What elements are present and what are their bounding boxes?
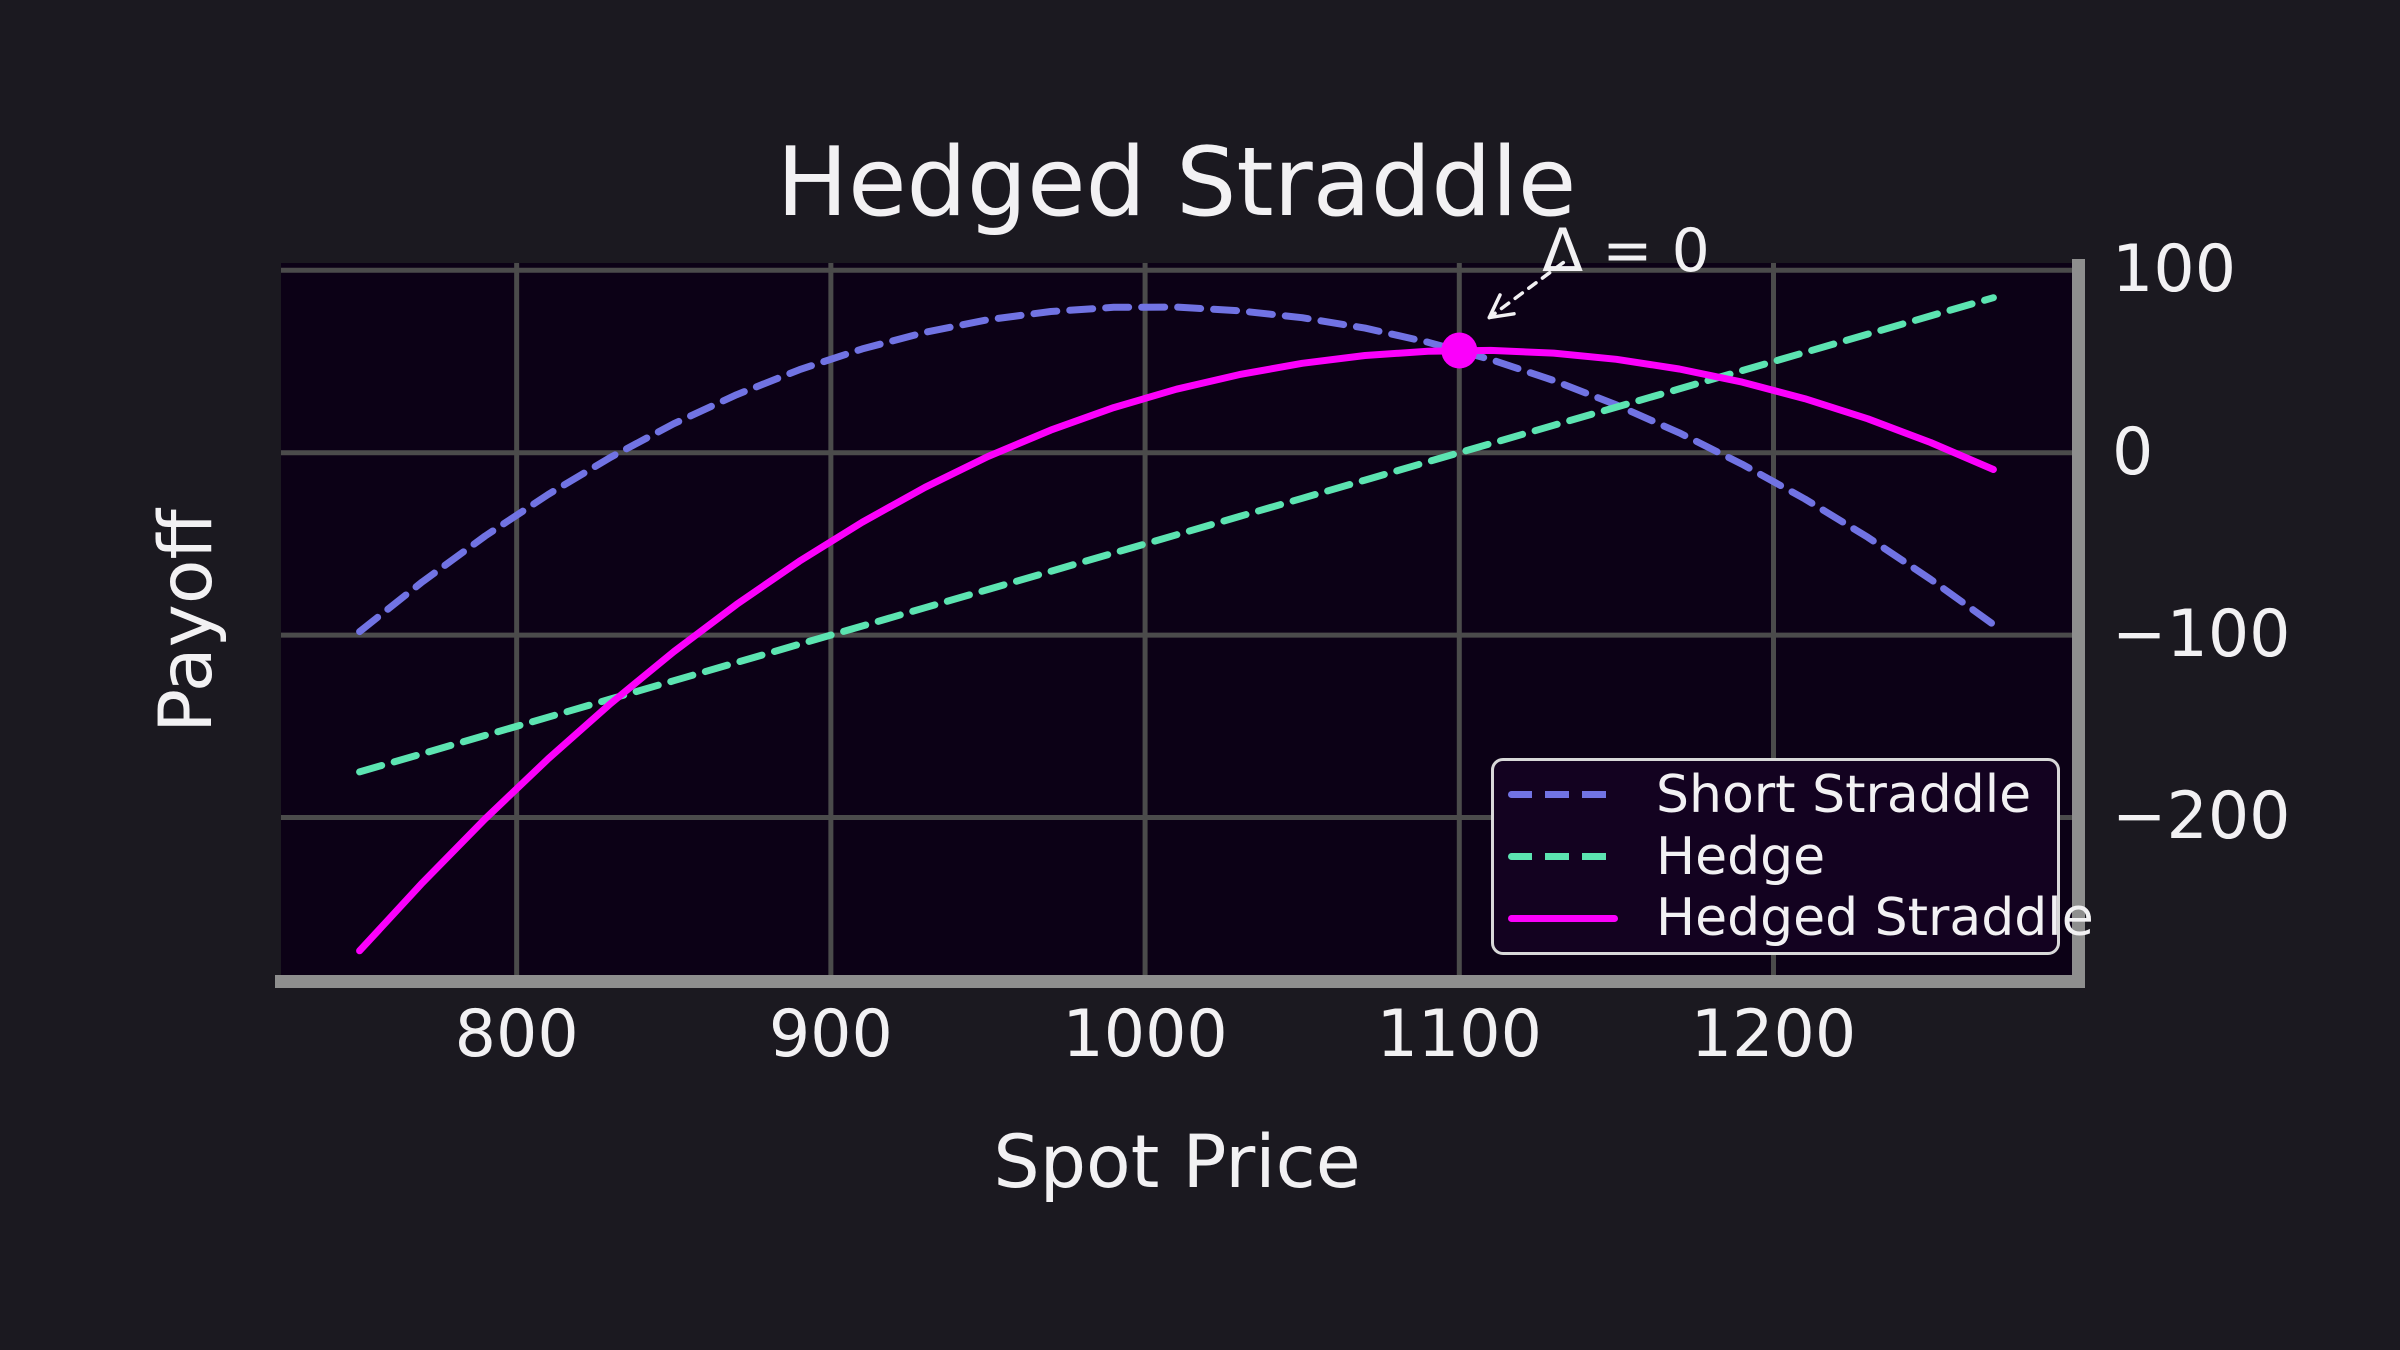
series-line-short-straddle — [356, 303, 1997, 636]
legend-line-sample-hedged-straddle — [1508, 914, 1618, 922]
y-tick-label: 100 — [2112, 232, 2237, 308]
delta-zero-marker — [1441, 332, 1478, 369]
legend-label: Hedge — [1656, 826, 1826, 887]
y-axis-label: Payoff — [144, 509, 229, 733]
y-axis-spine — [2072, 259, 2085, 988]
series-line-hedged-straddle — [356, 346, 1997, 955]
x-tick-label: 1200 — [1690, 997, 1857, 1072]
legend-label: Short Straddle — [1656, 764, 2032, 825]
legend-line-sample-short-straddle — [1508, 791, 1618, 799]
legend: Short Straddle Hedge Hedged Straddle — [1491, 758, 2094, 955]
annotation-arrowhead — [1487, 293, 1516, 320]
legend-item: Short Straddle — [1508, 767, 2057, 823]
legend-line-sample-hedge — [1508, 853, 1618, 860]
legend-item: Hedge — [1508, 829, 2057, 885]
x-axis-spine — [275, 975, 2085, 988]
annotation-label: Δ = 0 — [1542, 216, 1710, 286]
annotation-arrow — [1487, 260, 1566, 320]
y-tick-label: −100 — [2112, 597, 2291, 673]
x-tick-label: 900 — [768, 997, 893, 1072]
y-tick-label: 0 — [2112, 414, 2154, 490]
x-tick-label: 800 — [454, 997, 579, 1072]
x-axis-label: Spot Price — [993, 1120, 1361, 1205]
x-tick-label: 1100 — [1376, 997, 1542, 1072]
legend-item: Hedged Straddle — [1508, 890, 2094, 946]
chart-title: Hedged Straddle — [776, 128, 1577, 238]
x-tick-label: 1000 — [1062, 997, 1228, 1072]
legend-label: Hedged Straddle — [1656, 888, 2094, 949]
y-tick-label: −200 — [2112, 779, 2291, 855]
